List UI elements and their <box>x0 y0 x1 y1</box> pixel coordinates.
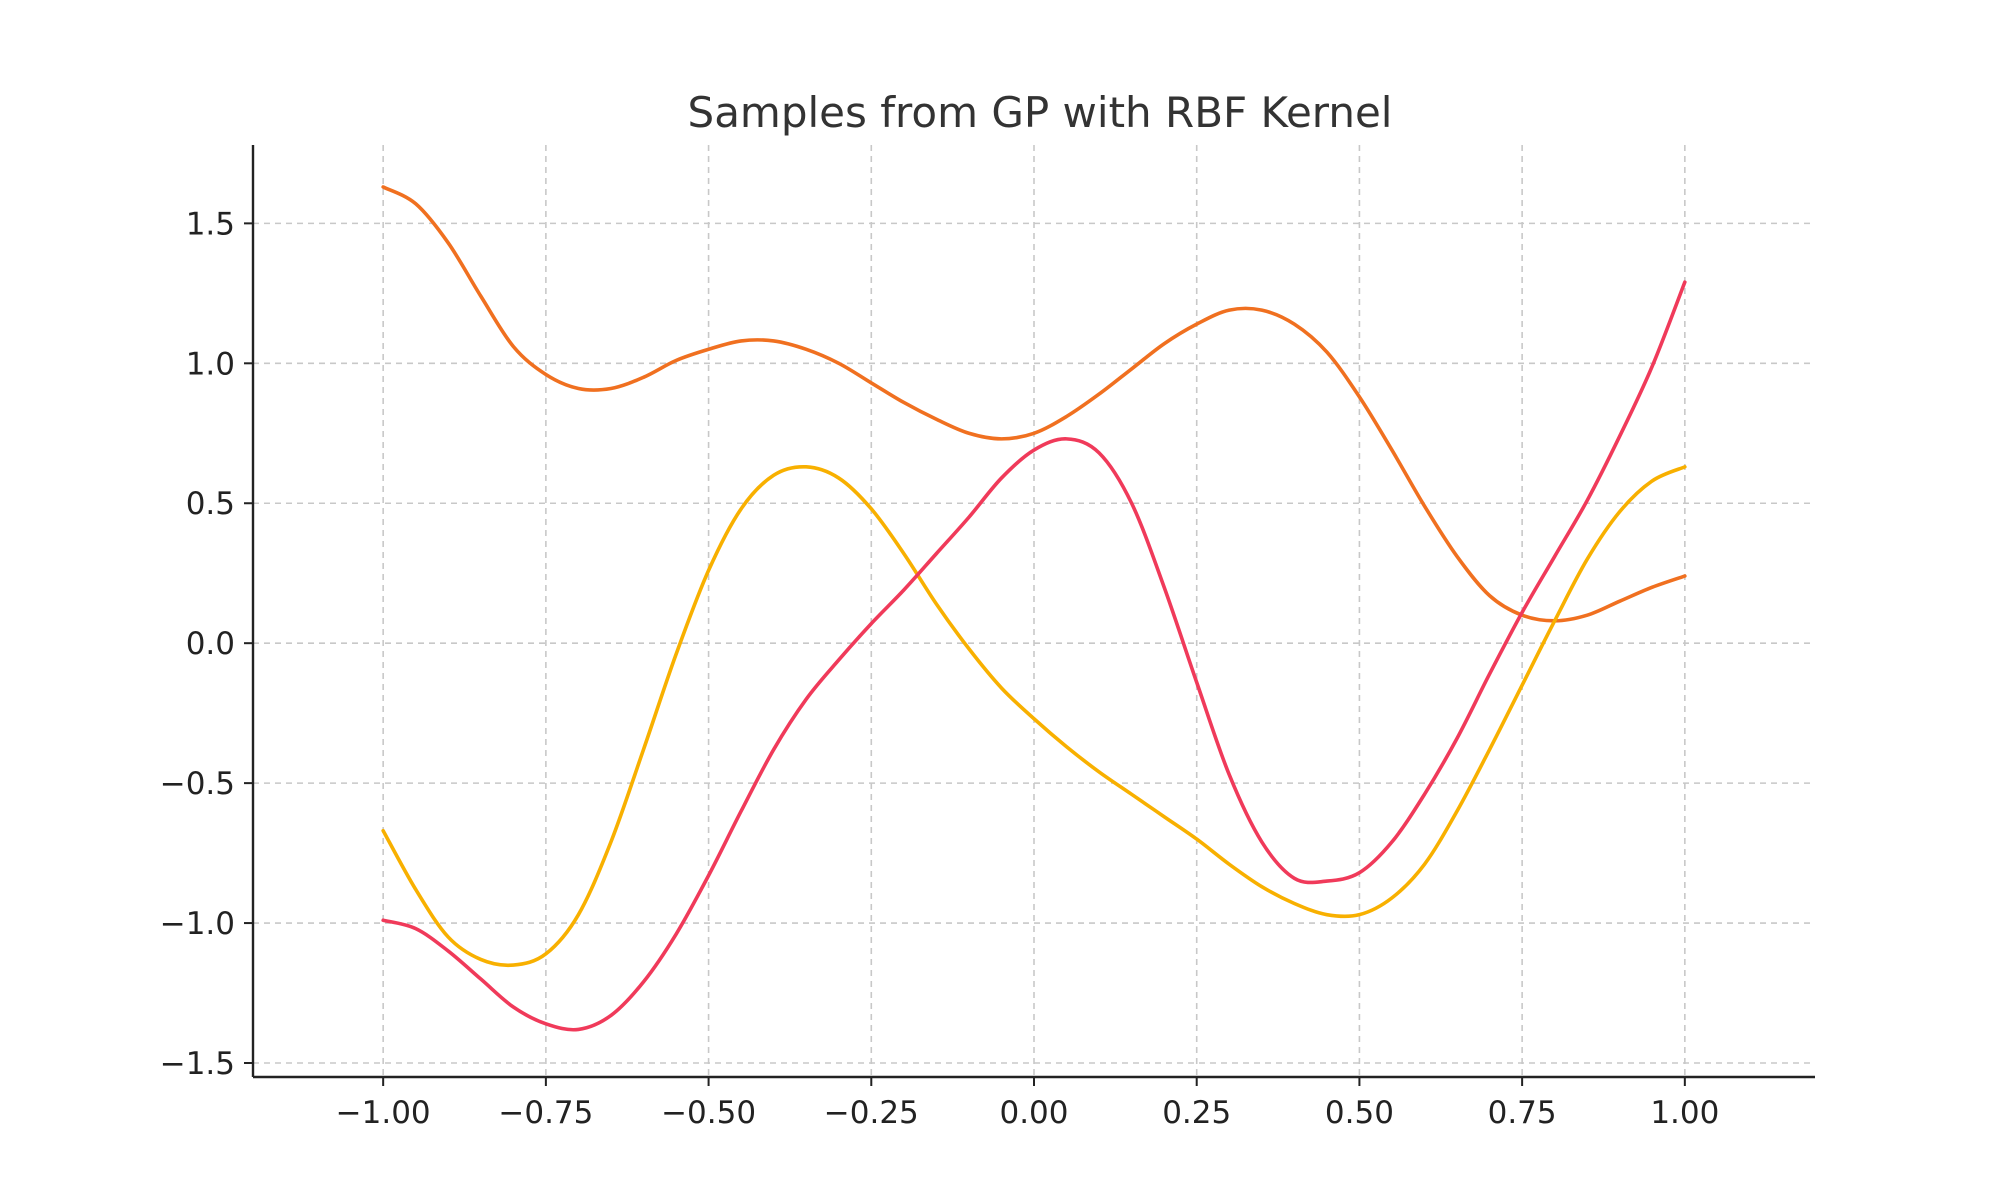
x-tick-label: 0.25 <box>1162 1095 1231 1131</box>
y-tick-label: −0.5 <box>160 766 235 802</box>
x-tick-label: −1.00 <box>336 1095 431 1131</box>
series-line-1 <box>381 185 1687 623</box>
series-line-2 <box>381 465 1687 968</box>
x-tick-label: −0.75 <box>498 1095 593 1131</box>
data-series <box>381 185 1687 1032</box>
axes <box>244 145 1815 1086</box>
x-tick-label: 0.50 <box>1325 1095 1394 1131</box>
x-tick-label: −0.25 <box>824 1095 919 1131</box>
x-tick-label: −0.50 <box>661 1095 756 1131</box>
y-tick-label: 1.0 <box>186 346 235 382</box>
x-tick-label: 0.75 <box>1488 1095 1557 1131</box>
series-line-3 <box>381 280 1687 1032</box>
y-tick-label: 0.5 <box>186 486 235 522</box>
x-tick-label: 0.00 <box>999 1095 1068 1131</box>
y-tick-label: 0.0 <box>186 626 235 662</box>
y-tick-label: −1.0 <box>160 906 235 942</box>
chart-title: Samples from GP with RBF Kernel <box>688 88 1393 137</box>
grid-lines <box>253 145 1815 1077</box>
tick-labels: −1.00 −0.75 −0.50 −0.25 0.00 0.25 0.50 0.75 1.00… <box>160 206 1720 1131</box>
y-tick-label: 1.5 <box>186 206 235 242</box>
x-tick-label: 1.00 <box>1650 1095 1719 1131</box>
y-tick-label: −1.5 <box>160 1046 235 1082</box>
